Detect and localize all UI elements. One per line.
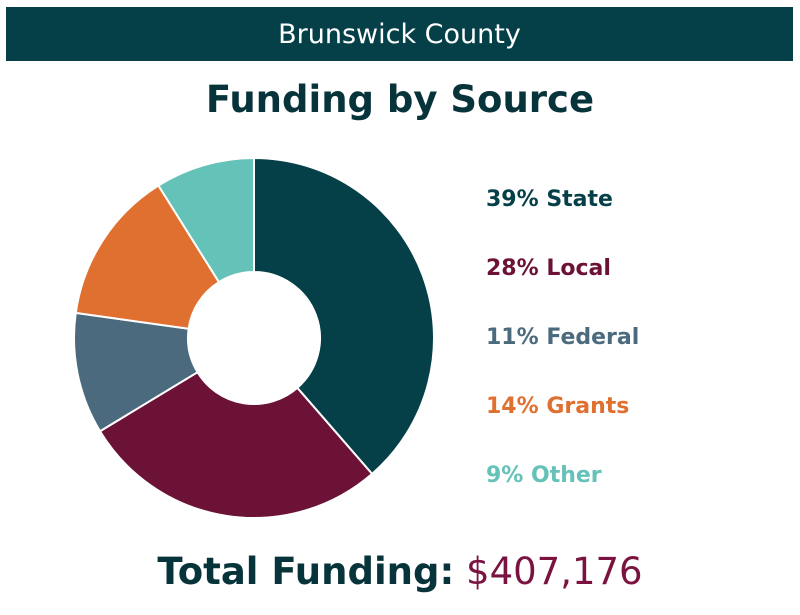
- total-funding-value: $407,176: [466, 550, 643, 593]
- legend-item-other: 9% Other: [486, 463, 602, 488]
- slice-federal: [73, 311, 199, 433]
- chart-title: Funding by Source: [205, 78, 595, 121]
- slice-other: [157, 156, 255, 284]
- legend-item-local: 28% Local: [486, 256, 611, 281]
- legend: 39% State 28% Local 11% Federal 14% Grants 9…: [486, 182, 639, 527]
- county-name: Brunswick County: [278, 18, 521, 50]
- legend-item-state: 39% State: [486, 187, 613, 212]
- total-funding: Total Funding: $407,176: [0, 550, 800, 593]
- legend-item-federal: 11% Federal: [486, 325, 640, 350]
- slice-state: [253, 156, 435, 476]
- legend-item-grants: 14% Grants: [486, 394, 630, 419]
- slice-grants: [74, 184, 221, 330]
- header-bar: Brunswick County: [6, 7, 793, 61]
- donut-chart: [73, 156, 435, 519]
- slice-local: [98, 370, 374, 519]
- total-funding-label: Total Funding:: [157, 550, 455, 593]
